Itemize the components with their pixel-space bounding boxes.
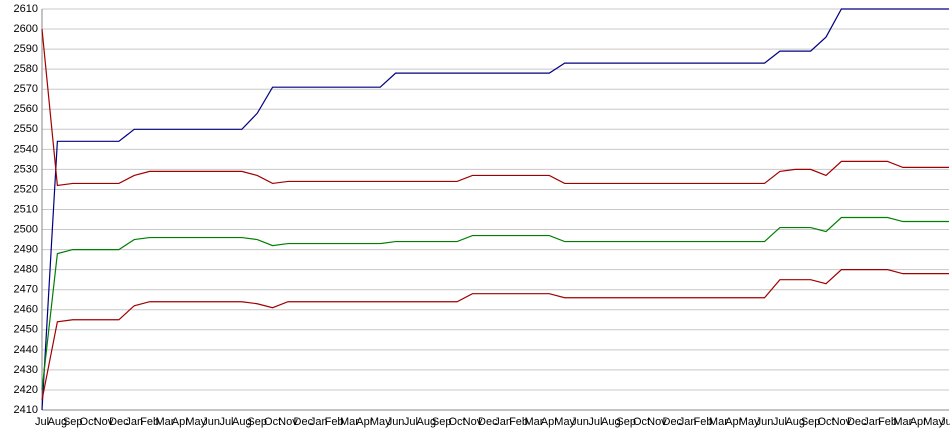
x-tick-label: Jun <box>756 416 774 428</box>
y-tick-label: 2430 <box>14 364 38 376</box>
x-tick-label: Dec <box>847 416 867 428</box>
x-tick-label: Apr <box>172 416 189 428</box>
y-tick-label: 2570 <box>14 83 38 95</box>
y-tick-label: 2590 <box>14 43 38 55</box>
x-tick-label: May <box>739 416 760 428</box>
x-tick-label: Aug <box>601 416 621 428</box>
y-tick-label: 2600 <box>14 23 38 35</box>
y-tick-label: 2490 <box>14 244 38 256</box>
series-line <box>41 216 949 391</box>
x-tick-label: Nov <box>278 416 298 428</box>
x-tick-label: Jul <box>773 416 787 428</box>
x-tick-label: Sep <box>616 416 636 428</box>
series-line <box>41 8 949 411</box>
x-tick-label: May <box>554 416 575 428</box>
x-tick-label: Jan <box>494 416 512 428</box>
x-tick-label: Jun <box>202 416 220 428</box>
x-tick-label: Mar <box>156 416 175 428</box>
x-tick-label: Aug <box>232 416 252 428</box>
x-tick-label: Apr <box>541 416 558 428</box>
y-tick-label: 2450 <box>14 324 38 336</box>
x-tick-label: Nov <box>94 416 114 428</box>
x-tick-label: Mar <box>340 416 359 428</box>
y-tick-label: 2550 <box>14 123 38 135</box>
y-tick-label: 2580 <box>14 63 38 75</box>
y-tick-label: 2520 <box>14 183 38 195</box>
x-tick-label: Jul <box>588 416 602 428</box>
y-tick-label: 2420 <box>14 384 38 396</box>
x-tick-label: Mar <box>524 416 543 428</box>
x-tick-label: Oct <box>80 416 97 428</box>
x-tick-label: Jul <box>219 416 233 428</box>
x-tick-label: Dec <box>478 416 498 428</box>
x-tick-label: Apr <box>725 416 742 428</box>
x-tick-label: Dec <box>663 416 683 428</box>
x-tick-label: Nov <box>463 416 483 428</box>
x-tick-label: Aug <box>785 416 805 428</box>
x-tick-label: Oct <box>449 416 466 428</box>
x-tick-label: May <box>923 416 944 428</box>
x-tick-label: Oct <box>633 416 650 428</box>
y-tick-label: 2470 <box>14 284 38 296</box>
x-tick-label: Sep <box>63 416 83 428</box>
x-tick-label: Jun <box>387 416 405 428</box>
x-tick-label: Jan <box>679 416 697 428</box>
x-tick-label: Apr <box>910 416 927 428</box>
x-tick-label: Feb <box>140 416 159 428</box>
y-tick-label: 2530 <box>14 163 38 175</box>
x-tick-label: Apr <box>356 416 373 428</box>
x-tick-label: Mar <box>893 416 912 428</box>
x-tick-label: Oct <box>817 416 834 428</box>
x-tick-label: Aug <box>417 416 437 428</box>
x-tick-label: Oct <box>264 416 281 428</box>
y-tick-label: 2440 <box>14 344 38 356</box>
series-line <box>41 269 949 401</box>
x-tick-label: Jul <box>404 416 418 428</box>
y-tick-label: 2410 <box>14 404 38 416</box>
x-tick-label: Jan <box>863 416 881 428</box>
x-tick-label: Jul <box>35 416 49 428</box>
y-tick-label: 2510 <box>14 203 38 215</box>
x-tick-label: Feb <box>509 416 528 428</box>
series-line <box>41 28 949 187</box>
y-tick-label: 2480 <box>14 264 38 276</box>
x-tick-label: Jun <box>940 416 950 428</box>
x-tick-label: Nov <box>647 416 667 428</box>
x-tick-label: Aug <box>48 416 68 428</box>
x-tick-label: Nov <box>832 416 852 428</box>
y-tick-label: 2500 <box>14 223 38 235</box>
x-tick-label: Dec <box>294 416 314 428</box>
x-tick-label: Sep <box>247 416 267 428</box>
y-tick-label: 2560 <box>14 103 38 115</box>
x-tick-label: Jan <box>310 416 328 428</box>
x-tick-label: Feb <box>325 416 344 428</box>
y-tick-label: 2540 <box>14 143 38 155</box>
x-tick-label: Sep <box>801 416 821 428</box>
x-tick-label: Feb <box>878 416 897 428</box>
x-tick-label: Mar <box>709 416 728 428</box>
x-tick-label: Sep <box>432 416 452 428</box>
x-tick-label: May <box>370 416 391 428</box>
x-tick-label: Jun <box>571 416 589 428</box>
x-tick-label: May <box>185 416 206 428</box>
x-tick-label: Dec <box>109 416 129 428</box>
x-tick-label: Feb <box>694 416 713 428</box>
x-tick-label: Jan <box>125 416 143 428</box>
y-tick-label: 2610 <box>14 3 38 15</box>
y-tick-label: 2460 <box>14 304 38 316</box>
